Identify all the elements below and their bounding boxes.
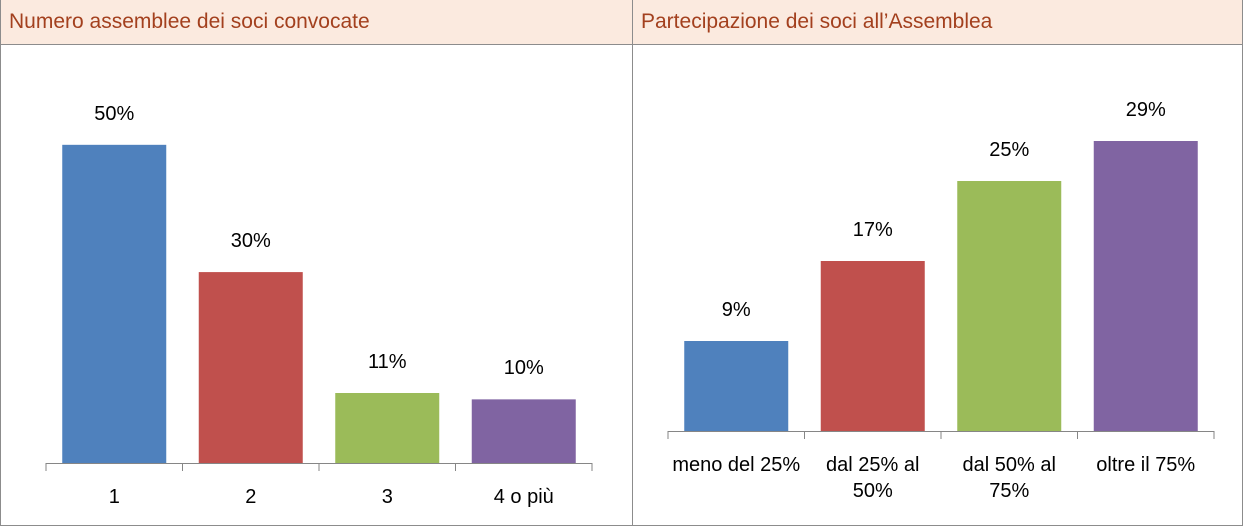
x-tick-label: 3 [381,486,393,508]
chart-title: Numero assemblee dei soci convocate [1,0,632,44]
x-tick-label: oltre il 75% [1096,454,1196,476]
chart-title: Partecipazione dei soci all’Assemblea [633,0,1242,44]
value-label: 11% [367,351,407,373]
x-tick-label: 4 o più [493,486,554,508]
bar [471,399,576,463]
bar [684,341,789,431]
value-label: 10% [503,357,544,380]
value-label: 30% [230,230,271,253]
value-label: 25% [989,139,1030,161]
value-label: 9% [721,299,751,321]
bar [820,261,925,431]
bar [62,144,167,463]
value-label: 50% [94,102,135,125]
x-tick-label: dal 50% al 75% [962,454,1056,502]
bar [957,181,1062,431]
x-tick-label: dal 25% al 50% [826,454,920,502]
x-tick-label: meno del 25% [672,454,801,476]
value-label: 29% [1125,99,1166,121]
bar [1093,141,1198,431]
bar [198,272,303,463]
bar [335,393,440,463]
value-label: 17% [852,219,893,241]
x-tick-label: 2 [245,486,257,508]
x-tick-label: 1 [108,486,120,508]
